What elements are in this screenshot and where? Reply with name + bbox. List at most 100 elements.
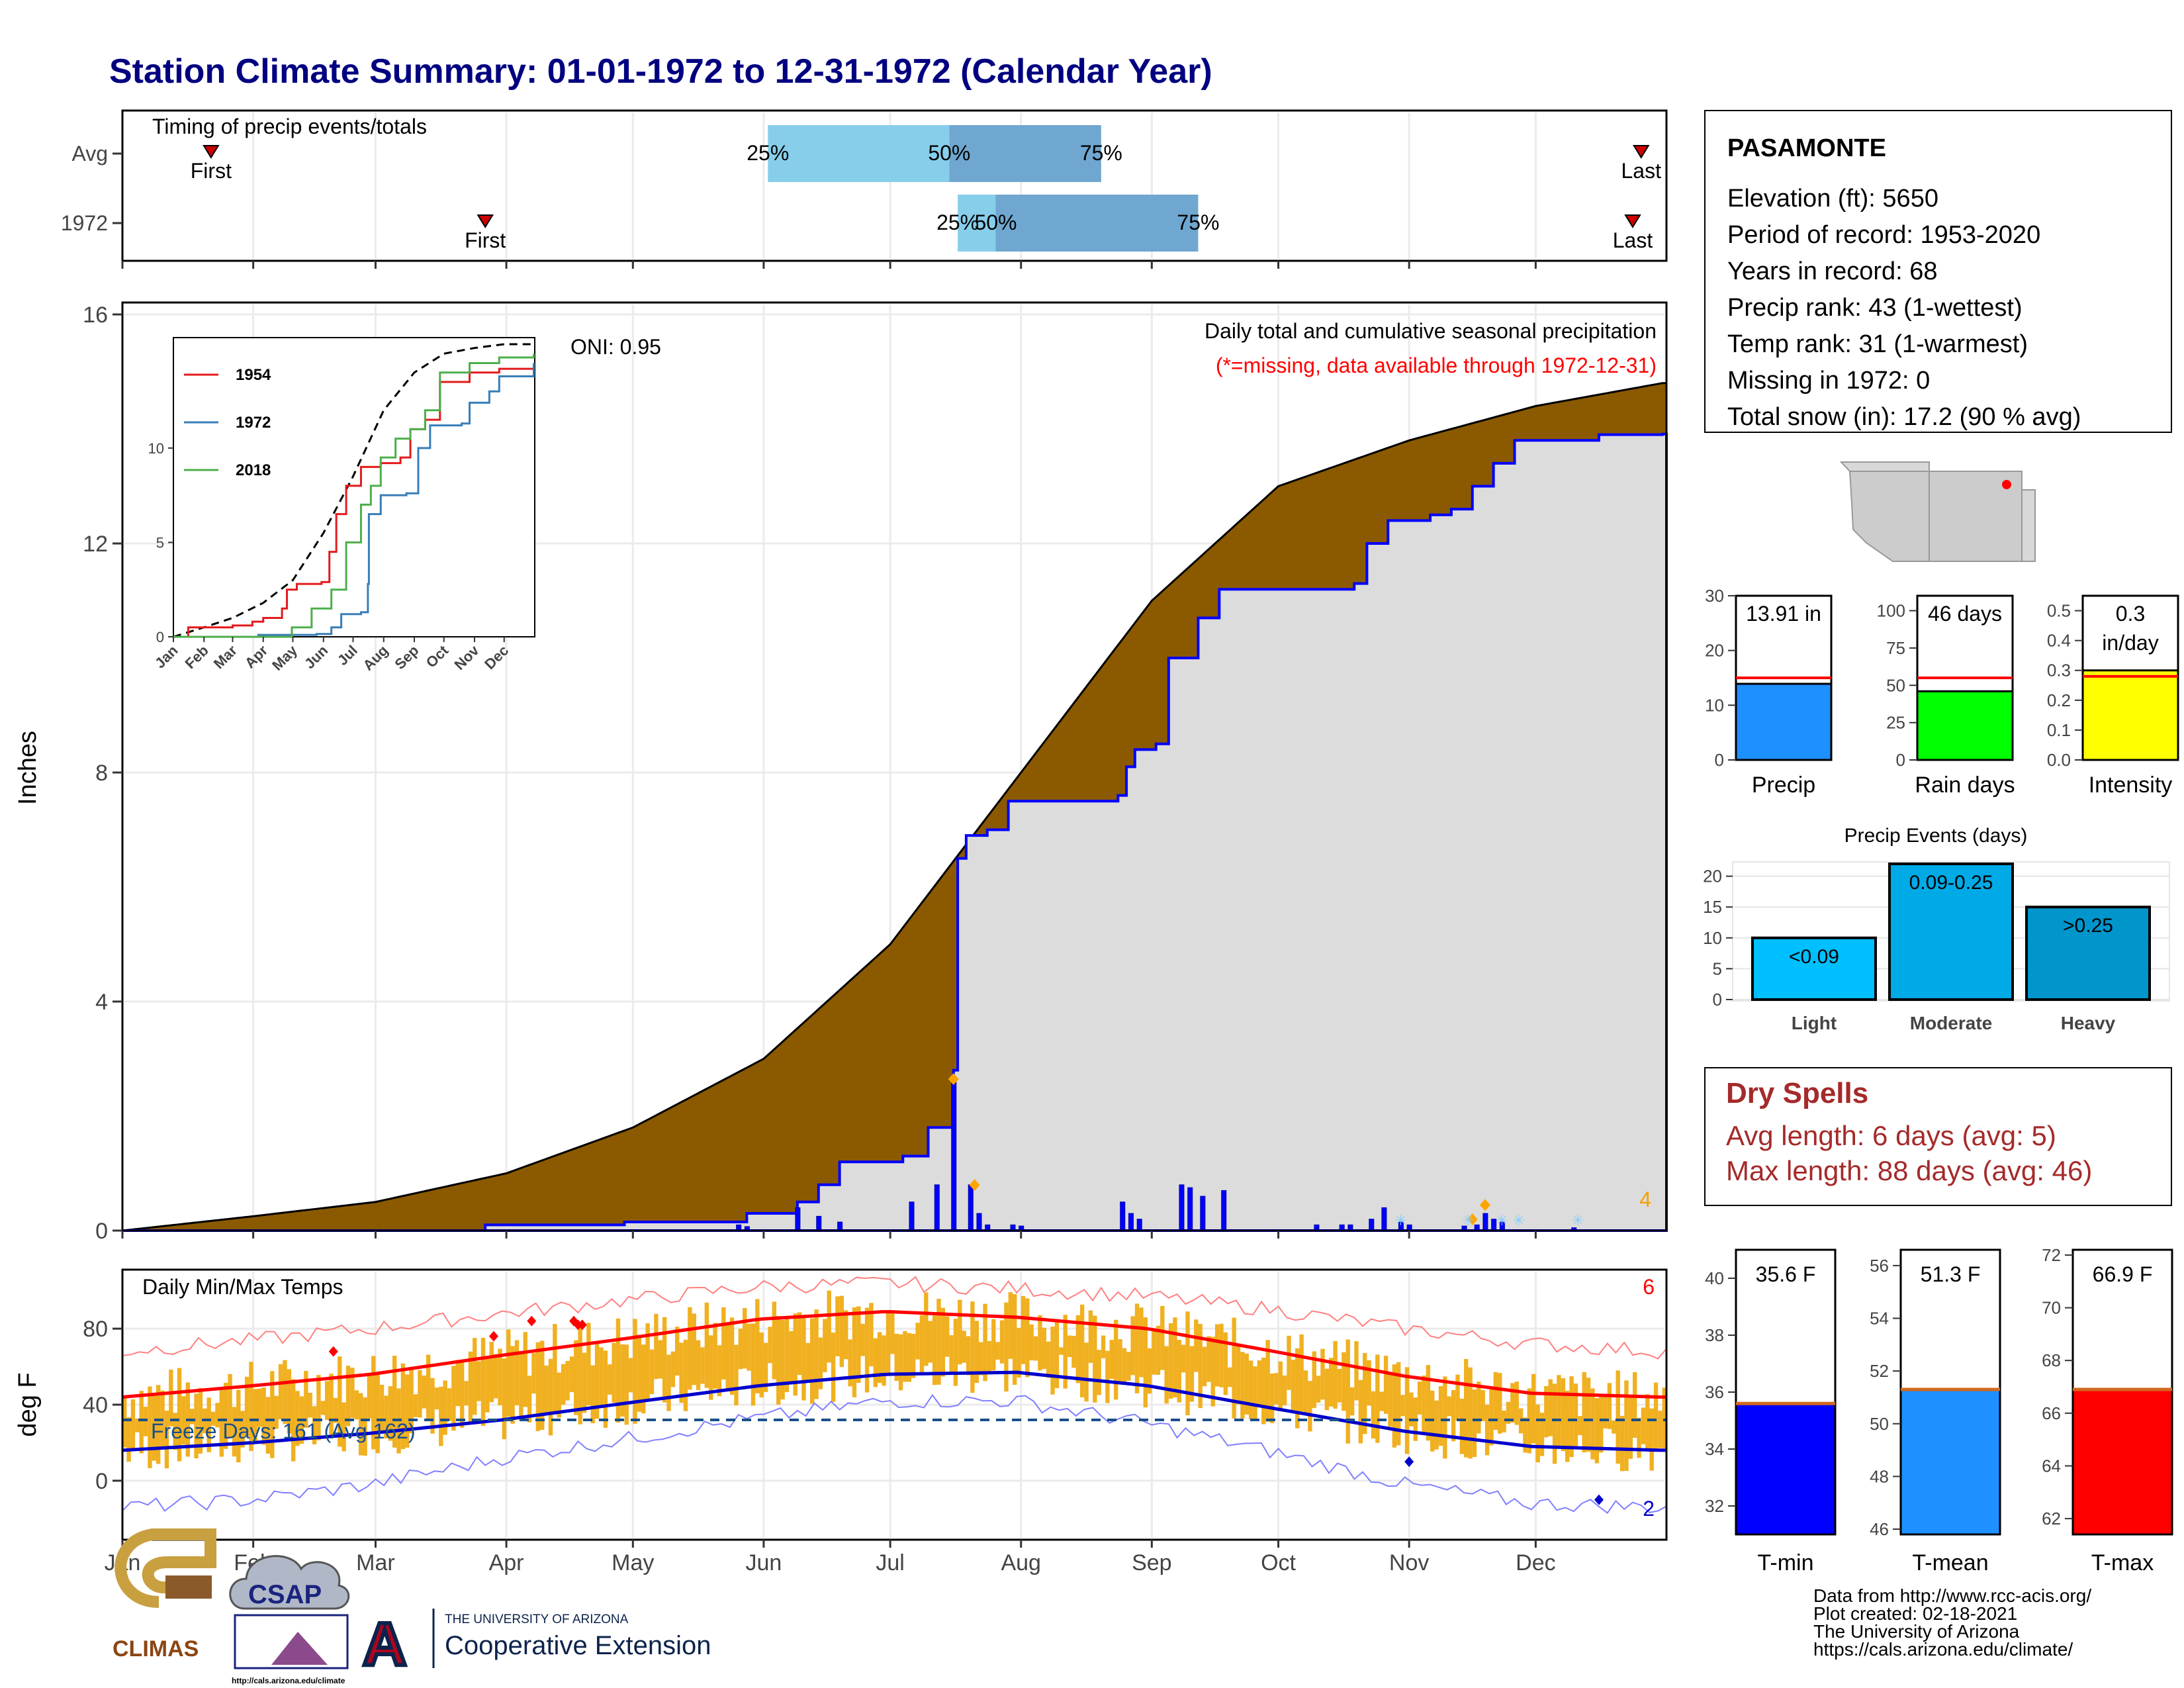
- daily-temp-bar: [1451, 1389, 1456, 1442]
- daily-temp-bar: [156, 1385, 161, 1464]
- temp-panel-title: Daily Min/Max Temps: [142, 1275, 343, 1299]
- station-location-marker: [2002, 480, 2011, 489]
- daily-temp-bar: [565, 1360, 570, 1401]
- daily-temp-bar: [700, 1347, 705, 1384]
- daily-temp-bar: [839, 1295, 844, 1368]
- month-label: Nov: [1389, 1550, 1429, 1575]
- daily-temp-bar: [1109, 1340, 1114, 1379]
- daily-temp-bar: [1506, 1401, 1511, 1424]
- daily-temp-bar: [177, 1368, 182, 1462]
- summary-bar-tick-label: 0: [1896, 750, 1905, 770]
- daily-temp-bar: [620, 1344, 625, 1417]
- precip-events-title: Precip Events (days): [1844, 825, 2028, 847]
- daily-temp-bar: [358, 1393, 363, 1456]
- daily-temp-bar: [776, 1316, 781, 1405]
- precip-y-tick-label: 8: [95, 761, 108, 786]
- temp-bar-tick-label: 32: [1705, 1496, 1724, 1516]
- daily-temp-bar: [1265, 1340, 1270, 1422]
- daily-temp-bar: [637, 1335, 642, 1412]
- record-low-count: 2: [1643, 1497, 1655, 1521]
- daily-temp-bar: [291, 1379, 296, 1462]
- month-label: Jun: [745, 1550, 782, 1575]
- daily-temp-bar: [1278, 1361, 1283, 1409]
- daily-temp-bar: [1299, 1334, 1304, 1412]
- daily-temp-bar: [371, 1356, 376, 1450]
- daily-temp-bar: [1118, 1339, 1122, 1384]
- daily-temp-bar: [878, 1332, 882, 1383]
- daily-temp-bar: [574, 1340, 578, 1415]
- daily-temp-bar: [1269, 1373, 1275, 1423]
- daily-temp-bar: [1316, 1376, 1321, 1403]
- daily-temp-bar: [308, 1393, 312, 1418]
- avg-max-line: [122, 1310, 1667, 1399]
- daily-precip-bar: [1381, 1207, 1387, 1231]
- timing-last-label: Last: [1621, 159, 1662, 183]
- temp-bar-tick-label: 38: [1705, 1325, 1724, 1345]
- daily-temp-bar: [447, 1388, 452, 1421]
- temp-bar-label: T-min: [1758, 1550, 1814, 1575]
- climas-logo: CLIMAS: [113, 1528, 216, 1662]
- daily-temp-bar: [1202, 1346, 1207, 1387]
- month-label: Sep: [1132, 1550, 1172, 1575]
- daily-temp-bar: [561, 1364, 566, 1405]
- summary-bar-value: 0.3: [2116, 602, 2145, 626]
- daily-temp-bar: [709, 1335, 713, 1400]
- daily-precip-bar: [934, 1184, 940, 1231]
- credit-line-2: Plot created: 02-18-2021: [1813, 1603, 2017, 1624]
- events-y-tick-label: 15: [1703, 897, 1722, 917]
- daily-temp-bar: [692, 1313, 696, 1385]
- daily-temp-bar: [641, 1344, 646, 1414]
- daily-temp-bar: [198, 1387, 203, 1454]
- record-high-marker-icon: [527, 1315, 537, 1327]
- daily-temp-bar: [679, 1342, 684, 1403]
- summary-bar-value-unit: in/day: [2102, 631, 2158, 655]
- daily-temp-bar: [1295, 1348, 1300, 1429]
- summary-bar-tick-label: 0.0: [2047, 750, 2071, 770]
- station-info-line: Total snow (in): 17.2 (90 % avg): [1727, 403, 2081, 431]
- daily-precip-bar: [1136, 1219, 1142, 1231]
- temp-bar-t-max: [2071, 1388, 2173, 1536]
- daily-temp-bar: [594, 1343, 600, 1419]
- daily-temp-bar: [1143, 1317, 1148, 1408]
- temp-bar-tick-label: 54: [1870, 1309, 1889, 1329]
- daily-temp-bar: [210, 1411, 216, 1426]
- daily-temp-bar: [958, 1299, 962, 1365]
- snow-marker-icon: ✳: [1394, 1212, 1406, 1229]
- events-y-tick-label: 5: [1713, 959, 1722, 978]
- events-y-tick-label: 20: [1703, 867, 1722, 886]
- daily-temp-bar: [405, 1374, 410, 1448]
- precip-panel: ✳ ✳ ✳ ✳ ✳ 0 4 8 12 16 Inches ONI: 0.95 Daily tot…: [14, 301, 1668, 1244]
- temp-bar-tick-label: 50: [1870, 1414, 1889, 1434]
- daily-temp-bar: [1375, 1354, 1380, 1443]
- summary-bar-tick-label: 100: [1877, 601, 1905, 621]
- csap-logo: CSAP http://cals.arizona.edu/climate: [229, 1555, 350, 1685]
- daily-temp-bar: [936, 1299, 941, 1385]
- daily-temp-bar: [1093, 1315, 1097, 1403]
- daily-temp-bar: [553, 1324, 557, 1413]
- precip-legend-title: Daily total and cumulative seasonal prec…: [1205, 319, 1657, 343]
- daily-temp-bar: [1021, 1295, 1026, 1364]
- station-name: PASAMONTE: [1727, 134, 1886, 162]
- daily-temp-bar: [1573, 1383, 1578, 1446]
- month-label: Dec: [1516, 1550, 1555, 1575]
- record-low-marker-icon: [1404, 1456, 1414, 1468]
- daily-temp-bar: [1012, 1294, 1017, 1385]
- daily-temp-bar: [974, 1321, 979, 1383]
- inset-y-tick-label: 0: [156, 629, 164, 645]
- daily-temp-bar: [485, 1358, 490, 1413]
- daily-temp-bar: [1324, 1368, 1330, 1411]
- month-label: Aug: [1001, 1550, 1041, 1575]
- timing-last-marker-icon: [1632, 145, 1650, 159]
- timing-p75-label: 75%: [1177, 211, 1219, 234]
- daily-temp-bar: [949, 1335, 954, 1374]
- daily-temp-bar: [717, 1345, 722, 1397]
- daily-temp-bar: [772, 1301, 777, 1380]
- temp-bar-tick-label: 40: [1705, 1268, 1724, 1288]
- daily-temp-bar: [1067, 1335, 1072, 1358]
- record-precip-marker-icon: [948, 1073, 959, 1086]
- daily-temp-bar: [422, 1375, 426, 1409]
- daily-temp-bar: [1206, 1336, 1211, 1382]
- daily-temp-bar: [1198, 1323, 1203, 1409]
